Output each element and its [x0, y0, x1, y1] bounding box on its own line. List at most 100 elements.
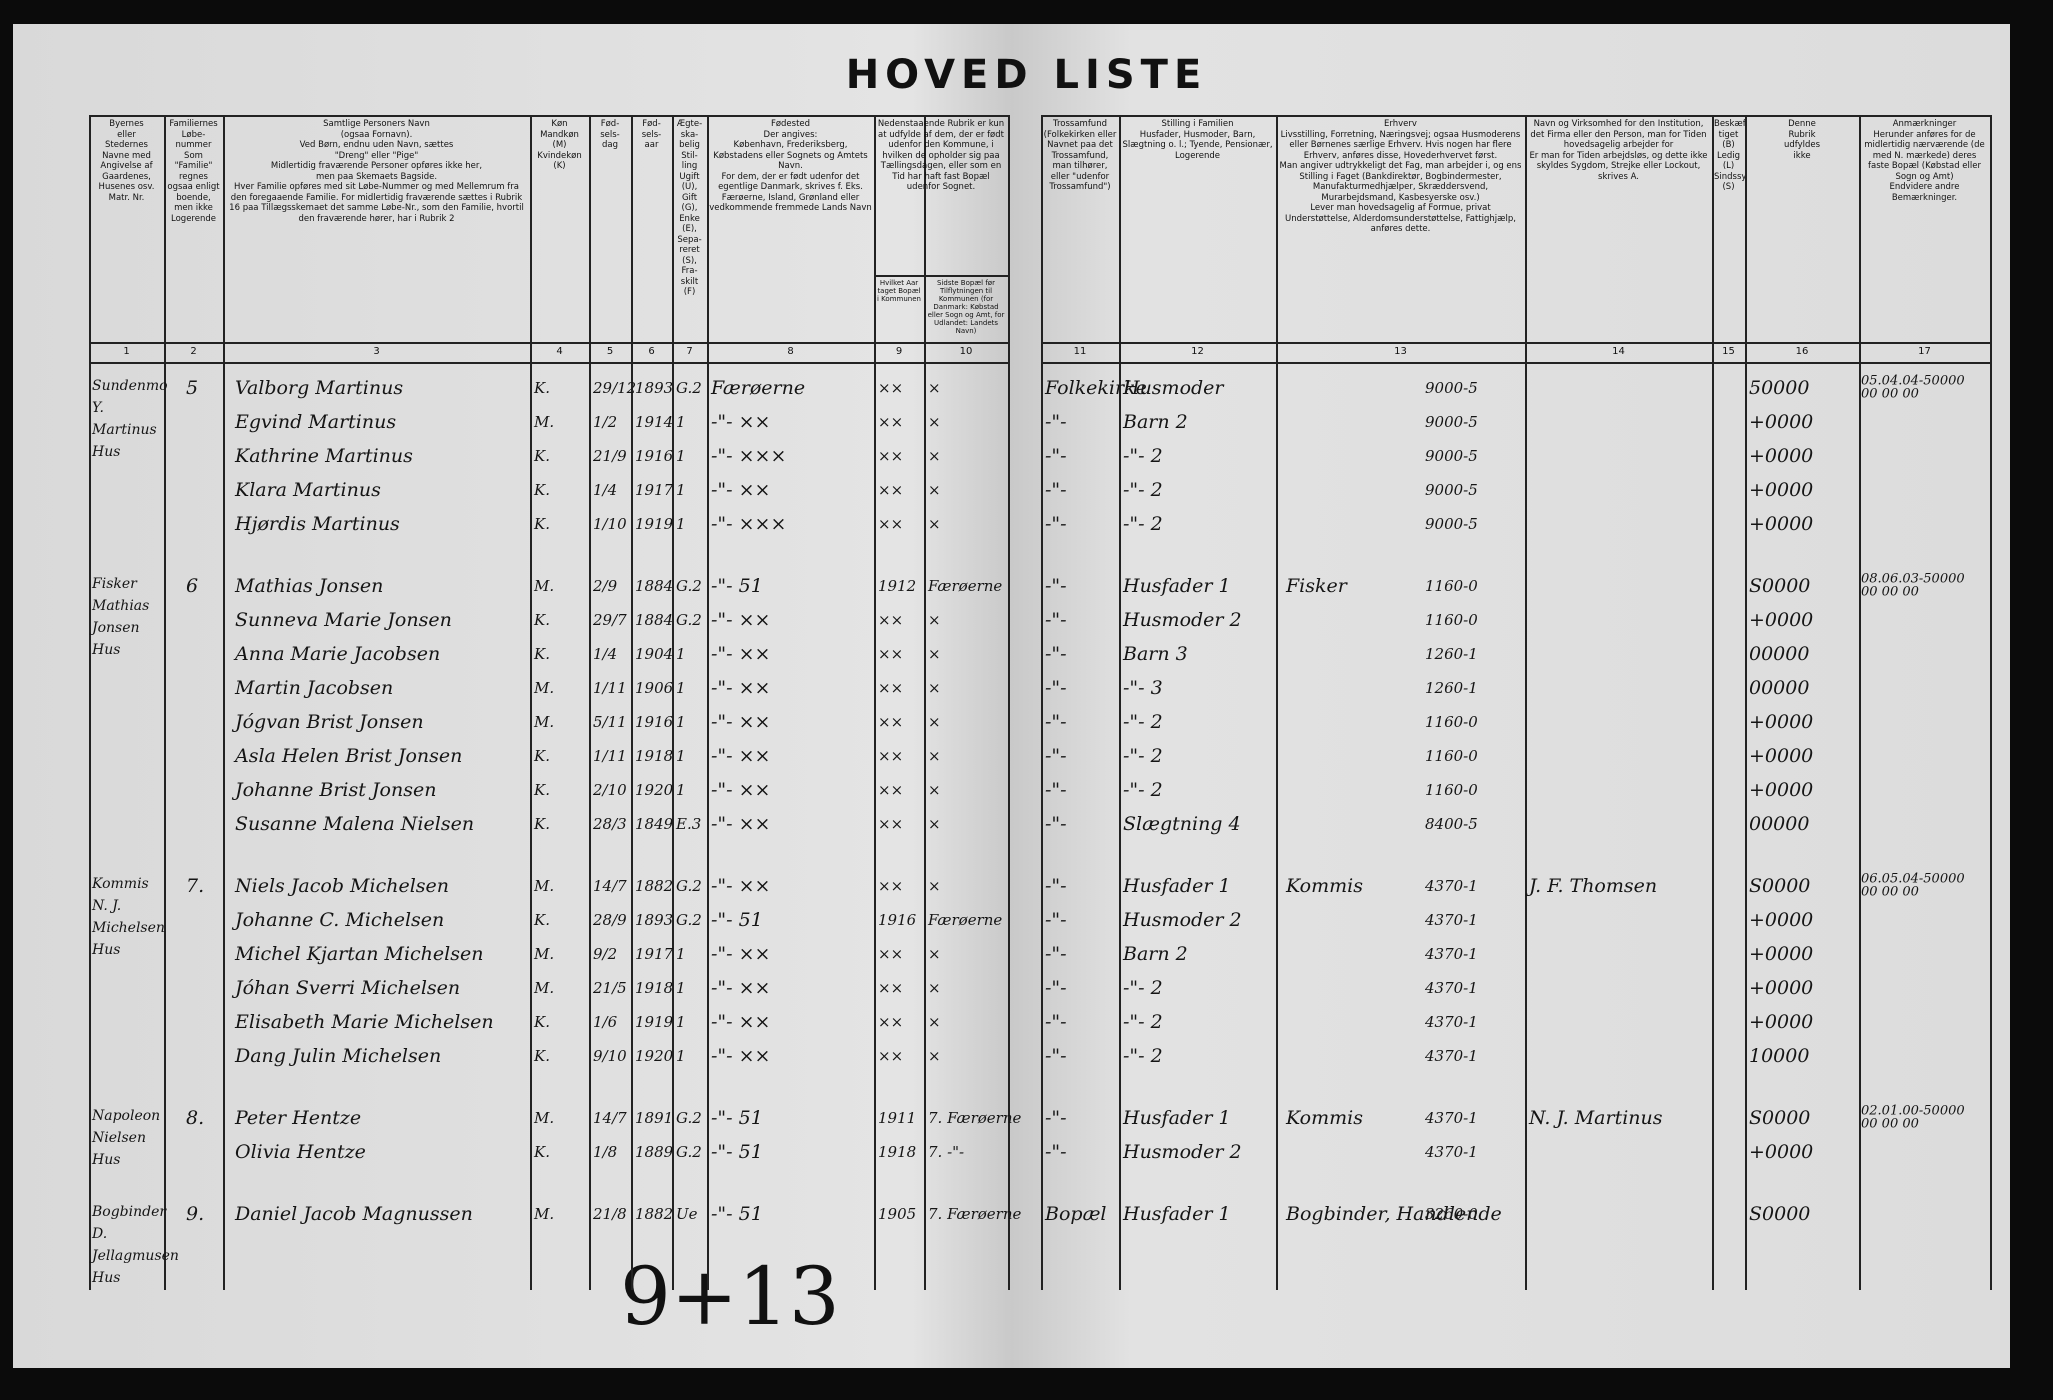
- last-residence: ×: [928, 1013, 941, 1032]
- birth-year: 1917: [635, 945, 674, 964]
- year-moved: ××: [878, 1013, 904, 1032]
- office-code: S0000: [1749, 1106, 1811, 1129]
- birth-year: 1906: [635, 679, 674, 698]
- column-rule: [530, 115, 532, 1290]
- family-role: Barn 3: [1123, 642, 1188, 665]
- person-name: Michel Kjartan Michelsen: [235, 942, 484, 965]
- notes: 05.04.04-50000 00 00 00: [1861, 373, 1965, 402]
- occupation: Bogbinder, Handlende: [1286, 1202, 1502, 1225]
- family-role: -"- 2: [1123, 778, 1163, 801]
- office-code: +0000: [1749, 444, 1814, 467]
- faith: -"-: [1045, 710, 1067, 733]
- person-name: Anna Marie Jacobsen: [235, 642, 441, 665]
- marital-status: 1: [676, 979, 686, 998]
- year-moved: ××: [878, 413, 904, 432]
- office-code: +0000: [1749, 942, 1814, 965]
- column-rule: [1276, 115, 1278, 1290]
- family-role: Husfader 1: [1123, 874, 1231, 897]
- person-name: Klara Martinus: [235, 478, 381, 501]
- office-code: +0000: [1749, 608, 1814, 631]
- column-number: 10: [959, 346, 973, 357]
- birth-day: 21/9: [593, 447, 627, 466]
- birthplace: -"- ××: [711, 744, 771, 767]
- rule: [1041, 362, 1990, 364]
- household-place: Bogbinder D. Jellagmusen Hus: [92, 1204, 179, 1286]
- last-residence: 7. Færøerne: [928, 1205, 1022, 1224]
- income-code: 4370-1: [1425, 1013, 1478, 1032]
- last-residence: ×: [928, 413, 941, 432]
- column-number: 9: [895, 346, 903, 357]
- column-number: 4: [556, 346, 563, 357]
- sheet-title: HOVED LISTE: [845, 52, 1208, 98]
- rule: [1041, 115, 1990, 117]
- marital-status: G.2: [676, 911, 702, 930]
- birthplace: -"- ××: [711, 1044, 771, 1067]
- column-number: 12: [1191, 346, 1204, 357]
- birthplace: -"- ××: [711, 710, 771, 733]
- birth-year: 1914: [635, 413, 674, 432]
- birthplace: -"- ××: [711, 608, 771, 631]
- year-moved: 1918: [878, 1143, 917, 1162]
- birthplace: -"- 51: [711, 1140, 763, 1163]
- marital-status: 1: [676, 481, 686, 500]
- birth-year: 1893: [635, 911, 674, 930]
- office-code: S0000: [1749, 574, 1811, 597]
- notes: 08.06.03-50000 00 00 00: [1861, 571, 1965, 600]
- marital-status: G.2: [676, 1109, 702, 1128]
- faith: -"-: [1045, 574, 1067, 597]
- column-number: 16: [1795, 346, 1809, 357]
- faith: -"-: [1045, 1010, 1067, 1033]
- sex: M.: [534, 413, 555, 432]
- birth-year: 1891: [635, 1109, 674, 1128]
- office-code: S0000: [1749, 874, 1811, 897]
- birthplace: -"- ××: [711, 478, 771, 501]
- year-moved: ××: [878, 781, 904, 800]
- birth-day: 29/12: [593, 379, 637, 398]
- column-rule: [1859, 115, 1861, 1290]
- year-moved: ××: [878, 447, 904, 466]
- marital-status: 1: [676, 747, 686, 766]
- last-residence: ×: [928, 979, 941, 998]
- column-rule: [707, 115, 709, 1290]
- birth-day: 1/8: [593, 1143, 618, 1162]
- year-moved: ××: [878, 679, 904, 698]
- family-role: -"- 2: [1123, 444, 1163, 467]
- marital-status: G.2: [676, 1143, 702, 1162]
- rule: [89, 342, 1008, 344]
- family-role: Husmoder 2: [1123, 608, 1242, 631]
- birthplace: -"- ×××: [711, 512, 787, 535]
- year-moved: 1911: [878, 1109, 917, 1128]
- birthplace: -"- ××: [711, 812, 771, 835]
- office-code: 00000: [1749, 642, 1810, 665]
- birthplace: -"- ××: [711, 874, 771, 897]
- birth-day: 14/7: [593, 877, 627, 896]
- year-moved: 1905: [878, 1205, 917, 1224]
- birth-year: 1916: [635, 447, 674, 466]
- column-number: 8: [787, 346, 794, 357]
- birthplace: -"- 51: [711, 574, 763, 597]
- year-moved: ××: [878, 515, 904, 534]
- faith: Bopæl: [1045, 1202, 1107, 1225]
- rule: [874, 275, 1008, 277]
- last-residence: ×: [928, 1047, 941, 1066]
- last-residence: Færøerne: [928, 911, 1003, 930]
- household-place: Sundenmo Y. Martinus Hus: [92, 378, 168, 460]
- birth-day: 1/2: [593, 413, 618, 432]
- birth-day: 1/11: [593, 679, 627, 698]
- birth-day: 14/7: [593, 1109, 627, 1128]
- sex: M.: [534, 1205, 555, 1224]
- sex: K.: [534, 379, 550, 398]
- census-sheet: [13, 24, 2010, 1368]
- column-rule: [672, 115, 674, 1290]
- column-number: 2: [190, 346, 197, 357]
- person-name: Peter Hentze: [235, 1106, 362, 1129]
- family-role: Husmoder 2: [1123, 1140, 1242, 1163]
- faith: -"-: [1045, 1044, 1067, 1067]
- last-residence: ×: [928, 945, 941, 964]
- birthplace: -"- ××: [711, 410, 771, 433]
- column-header: Hvilket Aar taget Bopæl i Kommunen: [877, 279, 921, 303]
- column-rule: [631, 115, 633, 1290]
- person-name: Mathias Jonsen: [235, 574, 384, 597]
- family-role: Husfader 1: [1123, 1106, 1231, 1129]
